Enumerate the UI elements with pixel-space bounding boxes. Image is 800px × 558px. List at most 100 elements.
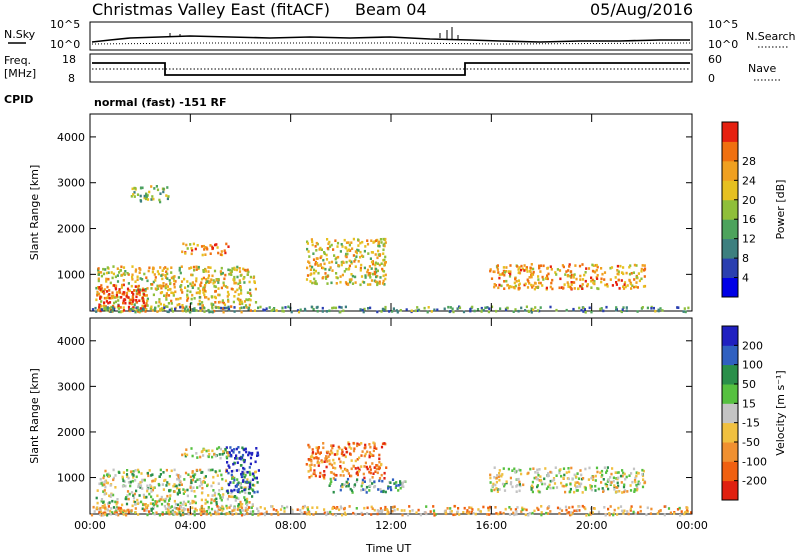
data-cell — [401, 481, 404, 485]
data-cell — [477, 508, 480, 511]
data-cell — [623, 472, 626, 476]
data-cell — [350, 260, 353, 264]
data-cell — [563, 283, 566, 286]
data-cell — [253, 484, 256, 487]
data-cell — [372, 472, 375, 475]
data-cell — [562, 467, 566, 470]
data-cell — [575, 489, 578, 492]
data-cell — [591, 263, 594, 267]
data-cell — [159, 266, 162, 269]
data-cell — [516, 265, 519, 268]
data-cell — [571, 505, 574, 509]
data-cell — [146, 304, 149, 307]
x-tick-label: 00:00 — [74, 519, 106, 532]
data-cell — [226, 461, 229, 464]
data-cell — [620, 481, 623, 484]
data-cell — [559, 468, 562, 471]
data-cell — [374, 263, 377, 267]
data-cell — [135, 306, 138, 310]
data-cell — [240, 472, 243, 476]
data-cell — [134, 507, 137, 510]
data-cell — [488, 513, 491, 516]
data-cell — [531, 511, 534, 515]
data-cell — [629, 484, 632, 487]
data-cell — [640, 277, 643, 281]
data-cell — [166, 305, 169, 308]
data-cell — [128, 302, 131, 305]
data-cell — [117, 299, 120, 302]
data-cell — [305, 463, 308, 466]
data-cell — [621, 509, 624, 513]
data-cell — [356, 473, 359, 477]
data-cell — [341, 513, 344, 517]
data-cell — [393, 482, 396, 485]
data-cell — [609, 505, 612, 508]
data-cell — [543, 477, 546, 481]
data-cell — [147, 504, 150, 507]
data-cell — [255, 476, 258, 480]
data-cell — [528, 282, 531, 285]
data-cell — [152, 503, 156, 507]
data-cell — [366, 512, 369, 515]
data-cell — [108, 494, 111, 498]
data-cell — [368, 489, 371, 492]
data-cell — [152, 512, 155, 515]
data-cell — [338, 457, 341, 461]
data-cell — [232, 469, 235, 473]
data-cell — [200, 481, 203, 484]
data-cell — [177, 297, 180, 301]
data-cell — [324, 272, 327, 275]
data-cell — [245, 306, 248, 309]
colorbar-swatch — [722, 160, 738, 181]
data-cell — [341, 470, 344, 473]
data-cell — [321, 266, 324, 270]
data-cell — [214, 511, 217, 514]
data-cell — [193, 513, 196, 517]
data-cell — [528, 512, 531, 515]
data-cell — [200, 483, 203, 486]
data-cell — [311, 243, 314, 247]
data-cell — [116, 274, 119, 277]
data-cell — [314, 511, 318, 514]
data-cell — [190, 479, 193, 482]
data-cell — [376, 283, 379, 287]
data-cell — [334, 478, 337, 481]
data-cell — [369, 445, 372, 449]
data-cell — [603, 278, 606, 281]
data-cell — [228, 483, 231, 487]
data-cell — [381, 282, 385, 285]
data-cell — [381, 267, 384, 271]
data-cell — [515, 512, 518, 516]
data-cell — [197, 267, 200, 270]
data-cell — [106, 296, 109, 300]
data-cell — [233, 478, 236, 482]
data-cell — [531, 480, 534, 484]
data-cell — [165, 305, 168, 308]
data-cell — [355, 480, 358, 483]
data-cell — [569, 513, 572, 517]
data-cell — [228, 272, 231, 276]
data-cell — [395, 484, 398, 487]
freq-panel: Freq. [MHz] 18 8 Nave 60 0 — [4, 53, 782, 85]
data-cell — [154, 306, 157, 310]
data-cell — [516, 484, 519, 487]
data-cell — [601, 272, 604, 276]
data-cell — [166, 197, 169, 201]
data-cell — [170, 299, 173, 303]
data-cell — [552, 486, 555, 490]
data-cell — [490, 277, 494, 280]
data-cell — [337, 445, 340, 449]
data-cell — [373, 240, 376, 243]
data-cell — [565, 471, 568, 474]
data-cell — [457, 507, 460, 510]
data-cell — [507, 467, 510, 471]
data-cell — [235, 454, 238, 457]
data-cell — [99, 295, 102, 299]
data-cell — [182, 511, 185, 514]
data-cell — [669, 511, 672, 515]
data-cell — [379, 276, 382, 279]
data-cell — [472, 511, 475, 515]
data-cell — [323, 251, 326, 254]
data-cell — [352, 441, 355, 445]
